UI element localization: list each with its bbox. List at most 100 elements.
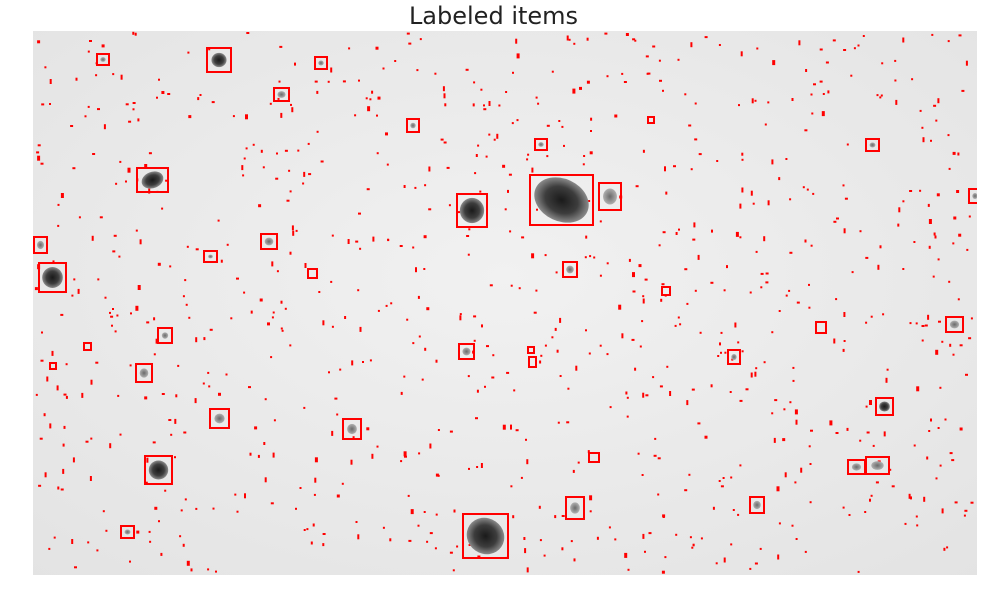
label-bounding-box: [865, 138, 880, 152]
speckle-mark: [428, 208, 432, 211]
speckle-mark: [870, 494, 873, 497]
speckle-mark: [515, 429, 519, 432]
speckle-mark: [928, 430, 931, 432]
image-background: [33, 31, 977, 575]
speckle-mark: [70, 125, 74, 127]
speckle-mark: [526, 158, 529, 161]
speckle-mark: [559, 375, 562, 377]
speckle-mark: [865, 405, 868, 408]
speckle-mark: [194, 398, 197, 404]
speckle-mark: [207, 568, 210, 571]
speckle-mark: [81, 392, 84, 398]
speckle-mark: [684, 268, 688, 271]
speckle-mark: [937, 98, 940, 104]
speckle-mark: [692, 238, 696, 241]
speckle-mark: [588, 200, 591, 202]
speckle-mark: [475, 154, 478, 157]
speckle-mark: [662, 231, 666, 234]
speckle-mark: [664, 166, 666, 172]
speckle-mark: [833, 338, 836, 344]
label-bounding-box: [83, 342, 92, 351]
speckle-mark: [417, 295, 420, 299]
speckle-mark: [776, 486, 780, 492]
speckle-mark: [718, 480, 721, 482]
speckle-mark: [185, 303, 188, 306]
speckle-mark: [299, 487, 302, 489]
figure-title: Labeled items: [408, 2, 579, 30]
speckle-mark: [179, 535, 182, 538]
speckle-mark: [428, 166, 431, 172]
speckle-mark: [403, 185, 406, 188]
speckle-mark: [280, 112, 283, 118]
speckle-mark: [120, 74, 123, 80]
label-bounding-box: [49, 362, 57, 370]
speckle-mark: [718, 44, 721, 46]
speckle-mark: [275, 177, 279, 180]
speckle-mark: [638, 264, 642, 268]
speckle-mark: [784, 472, 787, 478]
speckle-mark: [844, 197, 848, 200]
particle-blob: [753, 500, 761, 510]
speckle-mark: [810, 429, 813, 432]
speckle-mark: [102, 510, 105, 513]
particle-blob: [851, 463, 862, 471]
speckle-mark: [785, 294, 788, 297]
speckle-mark: [211, 101, 215, 104]
speckle-mark: [452, 569, 455, 572]
speckle-mark: [883, 431, 886, 437]
speckle-mark: [590, 130, 592, 132]
speckle-mark: [37, 144, 41, 147]
speckle-mark: [418, 335, 421, 338]
speckle-mark: [626, 415, 629, 418]
speckle-mark: [848, 514, 851, 516]
speckle-mark: [377, 309, 380, 312]
speckle-mark: [627, 568, 630, 571]
speckle-mark: [589, 510, 592, 513]
speckle-mark: [968, 337, 972, 340]
speckle-mark: [957, 152, 960, 156]
speckle-mark: [306, 528, 309, 531]
speckle-mark: [573, 558, 576, 562]
speckle-mark: [153, 317, 156, 321]
speckle-mark: [456, 545, 459, 548]
speckle-mark: [939, 386, 942, 389]
speckle-mark: [716, 160, 719, 162]
speckle-mark: [480, 463, 483, 468]
particle-blob: [462, 347, 471, 356]
speckle-mark: [506, 371, 510, 374]
speckle-mark: [531, 253, 535, 259]
speckle-mark: [146, 321, 150, 324]
speckle-mark: [842, 506, 845, 509]
speckle-mark: [796, 301, 800, 304]
speckle-mark: [164, 489, 167, 492]
speckle-mark: [767, 200, 770, 206]
particle-blob: [347, 423, 357, 435]
speckle-mark: [377, 96, 381, 100]
label-bounding-box: [136, 167, 169, 193]
speckle-mark: [865, 256, 869, 259]
speckle-mark: [498, 104, 501, 107]
speckle-mark: [573, 42, 576, 45]
label-bounding-box: [534, 138, 548, 151]
speckle-mark: [116, 314, 119, 317]
label-bounding-box: [458, 343, 475, 360]
speckle-mark: [821, 111, 825, 117]
speckle-mark: [741, 158, 744, 161]
speckle-mark: [515, 38, 518, 44]
speckle-mark: [134, 32, 137, 36]
speckle-mark: [554, 327, 557, 331]
speckle-mark: [38, 484, 42, 487]
speckle-mark: [259, 298, 263, 302]
speckle-mark: [593, 256, 596, 259]
speckle-mark: [561, 547, 564, 551]
speckle-mark: [582, 163, 585, 166]
label-bounding-box: [529, 174, 594, 226]
speckle-mark: [288, 169, 291, 172]
speckle-mark: [809, 501, 812, 504]
speckle-mark: [183, 431, 187, 434]
speckle-mark: [778, 177, 781, 181]
speckle-mark: [174, 418, 177, 424]
speckle-mark: [755, 250, 758, 253]
speckle-mark: [423, 511, 426, 513]
speckle-mark: [631, 338, 635, 341]
